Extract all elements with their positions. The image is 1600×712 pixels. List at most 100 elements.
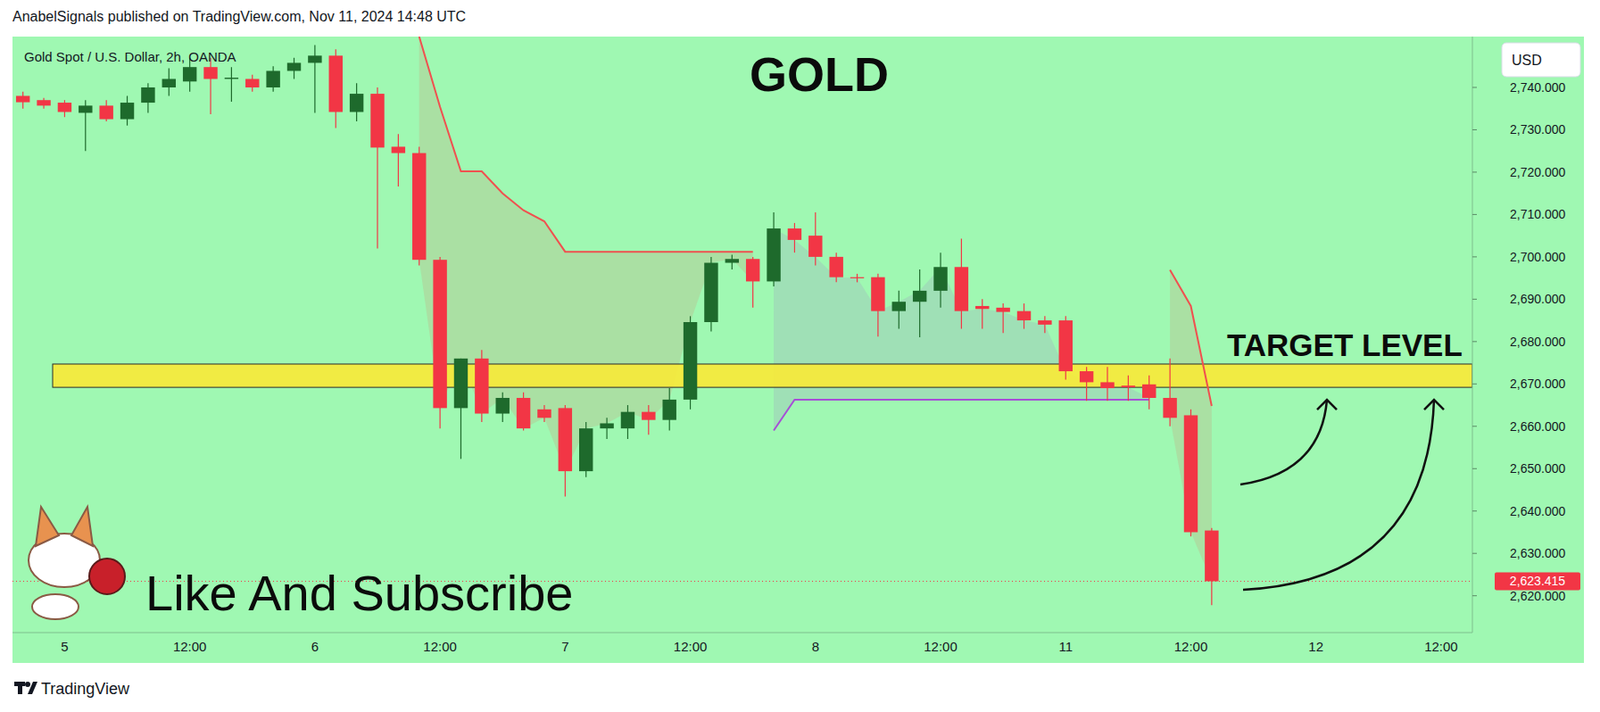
trend-fill [773,228,1150,431]
last-price-tag [1494,572,1581,590]
arrow-shaft [1243,399,1435,590]
candle [1204,528,1219,606]
candle-body [704,263,718,323]
candle [391,133,406,187]
logo-part [27,681,38,695]
logo-icon [14,681,38,695]
y-tick-label: 2,660.000 [1509,419,1566,434]
candle [1037,315,1052,333]
candle [203,58,217,115]
candle [1121,375,1136,401]
y-tick-label: 2,680.000 [1509,334,1566,349]
watermark: TradingView [41,679,131,698]
candle-body [746,258,760,282]
candle-wick [397,133,399,187]
mascot [28,506,125,620]
candle [120,95,134,125]
candle-body [78,105,92,113]
indicator-line [773,399,1150,432]
candle [683,315,697,409]
x-tick-label: 12:00 [1174,638,1209,655]
candle [599,417,614,440]
y-tick [1472,129,1477,131]
candle-body [391,146,406,153]
candle-body [432,259,447,408]
y-tick [1472,340,1477,342]
mascot-body [32,594,79,620]
candle-wick [314,44,316,113]
panel-background [12,36,1584,664]
candle-body [224,77,239,79]
candle-body [766,228,780,282]
candle-body [349,93,364,112]
mascot-ear [71,506,93,547]
candle-body [370,93,384,148]
y-tick-label: 2,650.000 [1509,461,1566,476]
publisher-note: AnabelSignals published on TradingView.c… [12,8,466,25]
candle [474,349,489,423]
arrow-head [1317,399,1337,410]
candle [1100,366,1114,401]
x-tick-label: 11 [1058,638,1073,655]
indicator-line [419,36,1212,407]
candle [58,99,72,117]
candle [954,238,969,329]
axis-unit: USD [1511,52,1542,68]
x-tick-label: 12:00 [1424,638,1459,655]
mascot-cup [89,558,125,595]
candle [662,388,676,431]
call-to-action: Like And Subscribe [145,564,573,622]
y-axis-line [1472,36,1474,633]
candle-body [99,105,113,119]
candle-wick [209,58,211,115]
candle-body [1204,530,1219,582]
candle [1162,358,1177,427]
subtitle: Gold Spot / U.S. Dollar, 2h, OANDA [24,49,237,65]
y-tick [1472,425,1477,427]
candle-body [808,235,822,257]
last-price-label: 2,623.415 [1509,573,1566,589]
candle [870,273,885,337]
candle [245,74,259,92]
candle-body [995,307,1010,313]
candle-body [870,277,885,312]
candle [99,99,113,122]
candle-body [140,87,155,103]
candle-body [662,399,676,421]
target-label: TARGET LEVEL [1226,327,1463,363]
logo-part [24,681,31,688]
candle-body [954,266,969,311]
y-tick-label: 2,630.000 [1509,546,1566,561]
candle-body [516,397,531,429]
candle-body [558,407,573,472]
x-tick-label: 12:00 [923,638,958,655]
candle [224,66,239,102]
x-tick-label: 8 [812,638,820,655]
y-tick-label: 2,720.000 [1509,165,1566,180]
x-tick-label: 12:00 [422,638,457,655]
y-tick [1472,256,1477,257]
x-tick-label: 12:00 [673,638,708,655]
y-tick-label: 2,740.000 [1509,80,1566,95]
candle [537,405,551,423]
target-zone [52,364,1473,388]
candle [16,91,30,109]
candle-body [1142,384,1156,398]
candle-wick [231,66,233,102]
trend-fill [419,36,754,472]
candle-body [787,228,802,241]
candle-body [36,99,50,106]
y-tick [1472,86,1477,88]
candle-body [16,95,30,102]
candle [412,146,426,266]
candle-body [496,397,510,415]
candle [787,223,802,253]
candle [975,298,989,329]
candle-body [287,62,301,71]
candle [912,269,927,338]
x-tick-label: 12 [1308,638,1324,655]
y-tick-label: 2,670.000 [1509,376,1566,391]
candle [850,273,864,282]
candle-body [265,70,280,88]
y-tick [1472,214,1477,216]
